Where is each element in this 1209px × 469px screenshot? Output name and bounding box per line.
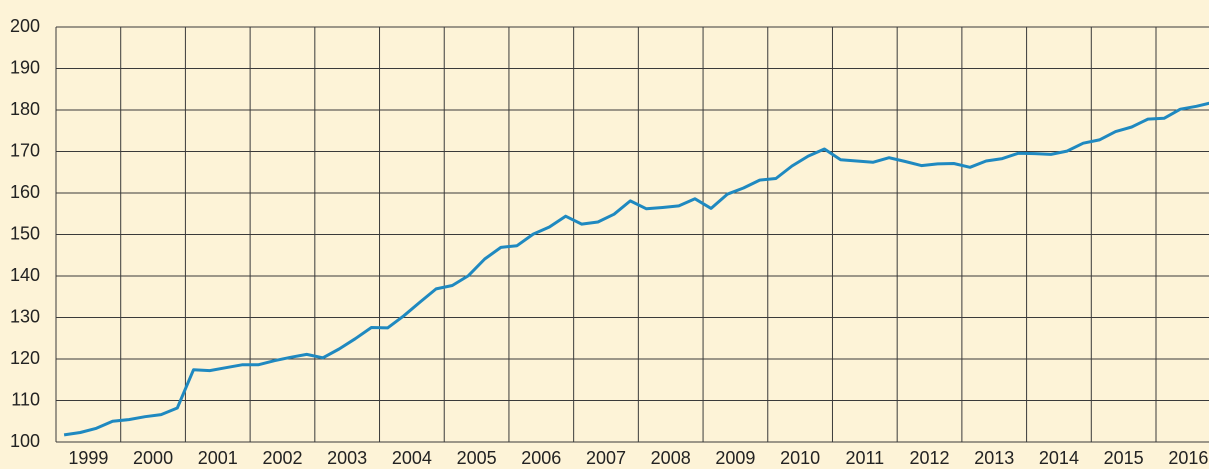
x-tick-label: 2014 — [1039, 448, 1079, 468]
y-tick-label: 170 — [10, 140, 40, 160]
x-tick-label: 2002 — [262, 448, 302, 468]
x-tick-label: 2012 — [910, 448, 950, 468]
x-tick-label: 2006 — [521, 448, 561, 468]
y-tick-label: 120 — [10, 348, 40, 368]
x-tick-label: 2008 — [651, 448, 691, 468]
y-tick-label: 190 — [10, 57, 40, 77]
x-tick-label: 2016 — [1168, 448, 1208, 468]
x-tick-label: 2000 — [133, 448, 173, 468]
y-tick-label: 130 — [10, 306, 40, 326]
y-tick-label: 200 — [10, 16, 40, 36]
x-tick-label: 2001 — [198, 448, 238, 468]
x-tick-label: 2010 — [780, 448, 820, 468]
x-tick-label: 2011 — [845, 448, 884, 468]
x-tick-label: 1999 — [68, 448, 108, 468]
y-tick-label: 140 — [10, 265, 40, 285]
y-tick-label: 160 — [10, 182, 40, 202]
y-tick-label: 150 — [10, 223, 40, 243]
x-tick-label: 2013 — [974, 448, 1014, 468]
x-tick-label: 2004 — [392, 448, 432, 468]
x-tick-label: 2005 — [457, 448, 497, 468]
x-tick-label: 2015 — [1104, 448, 1144, 468]
x-tick-label: 2009 — [715, 448, 755, 468]
x-tick-label: 2007 — [586, 448, 626, 468]
y-tick-label: 110 — [11, 389, 40, 409]
x-tick-label: 2003 — [327, 448, 367, 468]
y-tick-label: 180 — [10, 99, 40, 119]
y-tick-label: 100 — [10, 431, 40, 451]
data-line — [63, 101, 1209, 437]
